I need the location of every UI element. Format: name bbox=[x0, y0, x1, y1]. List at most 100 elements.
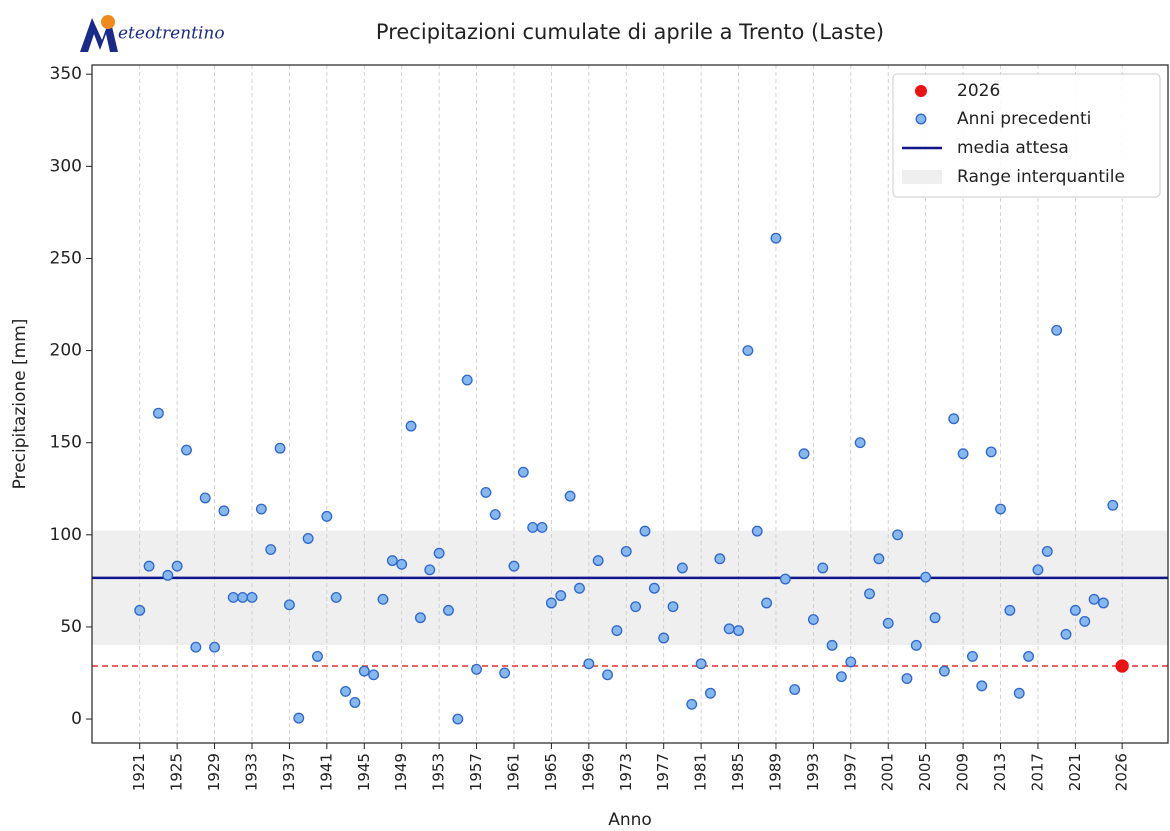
data-point bbox=[938, 665, 950, 677]
data-point bbox=[246, 592, 258, 603]
data-point bbox=[864, 588, 875, 600]
data-point bbox=[779, 573, 791, 585]
data-point bbox=[648, 582, 660, 594]
legend: 2026 Anni precedenti media attesa Range int… bbox=[892, 73, 1161, 198]
x-tick-label: 1929 bbox=[205, 753, 223, 791]
data-point bbox=[312, 650, 323, 662]
x-tick-label: 1925 bbox=[168, 753, 186, 791]
data-point bbox=[1088, 593, 1100, 605]
data-point bbox=[162, 569, 174, 581]
data-point bbox=[433, 547, 445, 559]
data-point bbox=[630, 601, 642, 613]
x-tick-label: 2021 bbox=[1066, 753, 1084, 791]
legend-label: Anni precedenti bbox=[957, 109, 1091, 129]
x-tick-label: 1945 bbox=[355, 753, 373, 791]
data-point bbox=[499, 667, 511, 679]
data-point bbox=[199, 492, 211, 504]
data-point bbox=[751, 525, 763, 537]
data-point bbox=[461, 374, 473, 386]
data-point bbox=[1032, 564, 1044, 576]
data-point bbox=[209, 641, 221, 653]
x-tick-label: 1953 bbox=[430, 753, 448, 791]
data-point bbox=[611, 625, 623, 637]
data-point bbox=[517, 466, 529, 478]
data-point bbox=[452, 713, 464, 725]
data-point bbox=[152, 407, 164, 419]
logo-sun bbox=[101, 15, 115, 29]
x-tick-label: 1965 bbox=[542, 753, 560, 791]
data-point bbox=[545, 597, 557, 609]
data-point bbox=[976, 680, 988, 692]
x-tick-label: 1941 bbox=[317, 753, 335, 791]
data-point bbox=[948, 413, 960, 425]
data-point bbox=[1107, 499, 1119, 511]
x-axis-label: Anno bbox=[608, 810, 652, 830]
data-point bbox=[227, 592, 239, 603]
data-point bbox=[1079, 615, 1091, 627]
data-point bbox=[1097, 597, 1109, 609]
data-point bbox=[358, 665, 370, 677]
data-point bbox=[826, 639, 838, 651]
x-tick-label: 1993 bbox=[804, 753, 822, 791]
x-tick-label: 2005 bbox=[916, 753, 934, 791]
legend-marker bbox=[915, 113, 927, 125]
data-point bbox=[330, 592, 342, 603]
y-tick-label: 0 bbox=[71, 709, 82, 729]
data-point bbox=[723, 623, 735, 635]
data-point bbox=[414, 612, 426, 624]
data-point bbox=[1004, 604, 1016, 616]
data-point bbox=[892, 529, 904, 541]
legend-patch bbox=[902, 170, 942, 184]
y-tick-label: 150 bbox=[50, 433, 82, 453]
data-point bbox=[368, 669, 380, 681]
data-point bbox=[1041, 545, 1053, 557]
data-point bbox=[218, 505, 230, 517]
data-point bbox=[564, 490, 576, 502]
data-point bbox=[1023, 650, 1035, 662]
data-point bbox=[265, 544, 277, 555]
data-point bbox=[1013, 687, 1025, 699]
data-point bbox=[555, 590, 567, 602]
data-point bbox=[283, 599, 295, 611]
data-point bbox=[920, 571, 932, 583]
data-point bbox=[1051, 324, 1063, 336]
data-point bbox=[293, 712, 305, 724]
data-point bbox=[901, 673, 913, 684]
logo-text: eteotrentino bbox=[118, 24, 225, 44]
y-tick-label: 50 bbox=[60, 617, 82, 637]
data-point bbox=[845, 656, 857, 668]
data-point bbox=[733, 625, 744, 637]
x-tick-label: 1981 bbox=[692, 753, 710, 791]
data-point bbox=[995, 503, 1006, 515]
x-tick-label: 1961 bbox=[504, 753, 522, 791]
y-tick-label: 200 bbox=[50, 341, 82, 361]
x-tick-label: 2001 bbox=[879, 753, 897, 791]
data-point bbox=[686, 698, 698, 710]
data-point bbox=[527, 521, 539, 533]
data-point bbox=[536, 521, 548, 533]
chart-title: Precipitazioni cumulate di aprile a Tren… bbox=[376, 20, 884, 44]
x-tick-label: 1969 bbox=[579, 753, 597, 791]
x-tick-label: 1973 bbox=[617, 753, 635, 791]
data-point bbox=[583, 658, 595, 670]
data-point bbox=[1115, 659, 1129, 673]
data-point bbox=[929, 612, 941, 624]
x-tick-label: 1997 bbox=[841, 753, 859, 791]
y-tick-label: 100 bbox=[50, 525, 82, 545]
x-tick-label: 1921 bbox=[130, 753, 148, 791]
data-point bbox=[985, 446, 997, 458]
data-point bbox=[302, 533, 314, 544]
y-axis-label: Precipitazione [mm] bbox=[10, 319, 30, 490]
data-point bbox=[480, 486, 492, 498]
plot-frame bbox=[91, 64, 1169, 744]
x-tick-label: 2013 bbox=[991, 753, 1009, 791]
data-point bbox=[508, 560, 520, 572]
data-point bbox=[817, 562, 829, 574]
data-point bbox=[620, 545, 632, 557]
x-tick-label: 1949 bbox=[392, 753, 410, 791]
data-point bbox=[134, 604, 146, 616]
data-point bbox=[396, 558, 408, 570]
data-point bbox=[592, 555, 604, 567]
data-point bbox=[807, 614, 819, 626]
y-tick-label: 350 bbox=[50, 64, 82, 84]
